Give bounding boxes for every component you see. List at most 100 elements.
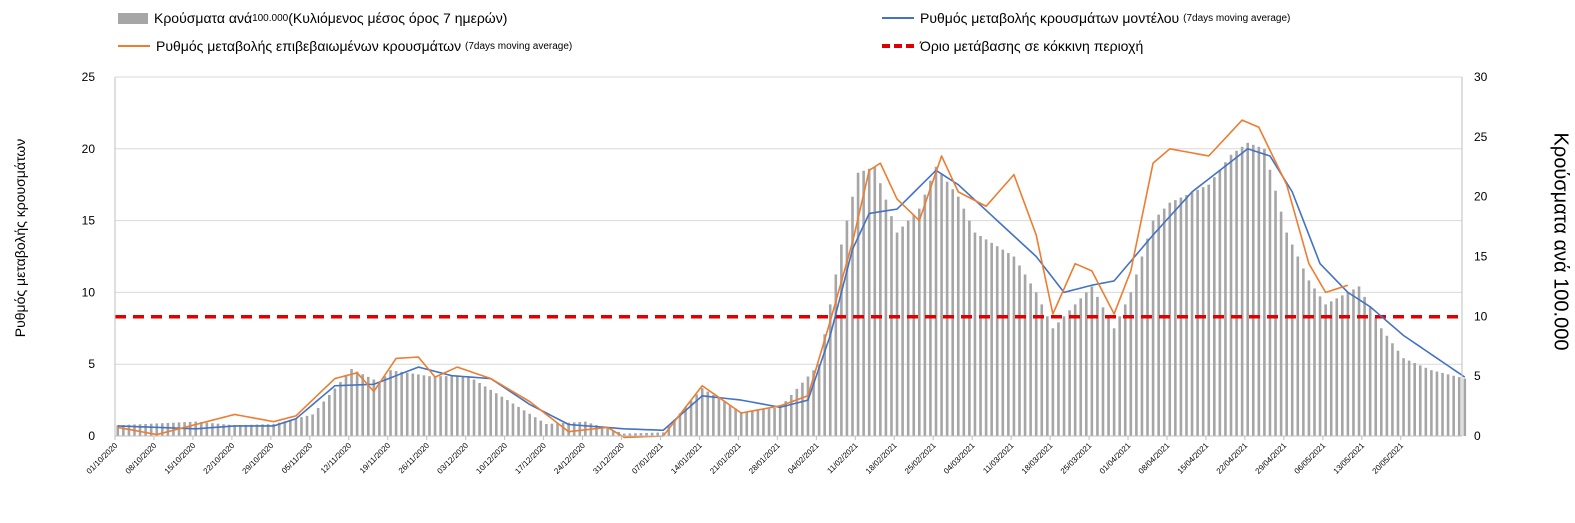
bar	[1379, 328, 1383, 436]
bar	[472, 379, 476, 436]
bar	[1391, 343, 1394, 436]
bar	[968, 220, 971, 436]
legend-label-confirmed-small: (7days moving average)	[464, 40, 573, 52]
legend-swatch-model	[882, 17, 914, 19]
bar	[1407, 360, 1411, 436]
x-tick-label: 01/04/2021	[1098, 441, 1133, 476]
bar	[1251, 144, 1255, 436]
bar	[138, 424, 142, 436]
bar	[122, 424, 125, 436]
bar	[166, 422, 170, 436]
bar	[1257, 146, 1261, 436]
bar	[439, 376, 442, 436]
bar	[1357, 286, 1361, 436]
bar	[678, 413, 682, 436]
bar	[600, 426, 604, 436]
legend-item-threshold: Όριο μετάβασης σε κόκκινη περιοχή	[882, 38, 1143, 54]
bar	[695, 394, 698, 436]
bar	[867, 168, 871, 437]
bar	[578, 421, 582, 436]
x-tick-label: 24/12/2020	[552, 441, 587, 476]
bar	[1374, 317, 1378, 436]
bar	[945, 181, 949, 436]
y-left-tick-label: 10	[82, 285, 96, 299]
bar	[1190, 192, 1194, 436]
bar	[873, 166, 877, 436]
model-series-line	[117, 148, 1466, 432]
bar	[584, 421, 587, 436]
bar	[762, 409, 765, 436]
bar	[745, 411, 749, 436]
bar	[795, 388, 799, 436]
bar	[1040, 304, 1044, 436]
bar	[890, 216, 893, 436]
x-tick-label: 04/03/2021	[942, 441, 977, 476]
y-right-tick-label: 5	[1474, 369, 1481, 383]
bar	[712, 394, 715, 436]
bar	[661, 432, 665, 436]
bar	[751, 410, 754, 436]
bar	[1073, 304, 1077, 436]
bar	[673, 419, 676, 436]
bar	[1268, 169, 1272, 437]
bar	[272, 424, 275, 436]
bar	[572, 422, 576, 436]
bar	[1430, 370, 1433, 436]
bar	[1335, 298, 1339, 436]
bar	[951, 189, 954, 436]
axes	[114, 77, 1463, 437]
y-right-tick-label: 30	[1474, 70, 1488, 84]
bar	[1123, 304, 1127, 436]
bar	[400, 371, 403, 436]
x-tick-label: 25/03/2021	[1059, 441, 1094, 476]
bar	[1424, 367, 1428, 436]
confirmed-series-line	[117, 119, 1349, 439]
bar	[1140, 256, 1144, 436]
bar	[1090, 286, 1094, 436]
bar	[1129, 292, 1133, 436]
x-tick-label: 11/02/2021	[825, 441, 860, 476]
bar	[456, 376, 459, 436]
legend-swatch-threshold	[882, 44, 914, 48]
bar	[717, 398, 721, 436]
bar	[261, 424, 264, 436]
bar	[1413, 363, 1416, 436]
bar	[144, 423, 147, 436]
bar	[506, 400, 509, 436]
x-tick-label: 11/03/2021	[981, 441, 1016, 476]
bar	[339, 381, 342, 436]
y-axis-left-label: Ρυθμός μεταβολής κρουσμάτων	[12, 138, 28, 338]
bar	[1229, 154, 1233, 436]
bar	[149, 423, 153, 436]
bar	[1235, 150, 1238, 437]
x-tick-label: 26/11/2020	[397, 441, 432, 476]
bar	[684, 407, 687, 436]
bar	[1363, 296, 1366, 436]
x-tick-label: 21/01/2021	[708, 441, 743, 476]
bar	[1062, 316, 1066, 436]
y-left-tick-label: 25	[82, 70, 96, 84]
bar	[417, 374, 420, 436]
bar	[1352, 289, 1355, 436]
bar	[350, 368, 353, 436]
bar	[500, 396, 504, 436]
bar	[879, 183, 882, 436]
bar	[789, 394, 793, 436]
bar	[1213, 177, 1216, 436]
x-tick-label: 29/04/2021	[1254, 441, 1289, 476]
bar	[1207, 184, 1211, 436]
bar	[344, 375, 348, 436]
bar	[595, 425, 598, 436]
bar	[995, 246, 999, 436]
bar	[1246, 142, 1249, 436]
bar	[567, 422, 570, 436]
bar	[1034, 292, 1038, 436]
y-left-tick-label: 15	[82, 214, 96, 228]
bar	[1018, 265, 1021, 436]
bar	[277, 422, 281, 436]
legend-label-model: Ρυθμός μεταβολής κρουσμάτων μοντέλου	[920, 10, 1180, 26]
bar	[929, 180, 932, 436]
bar	[1174, 200, 1177, 436]
bar	[222, 424, 225, 436]
bar	[656, 432, 659, 436]
